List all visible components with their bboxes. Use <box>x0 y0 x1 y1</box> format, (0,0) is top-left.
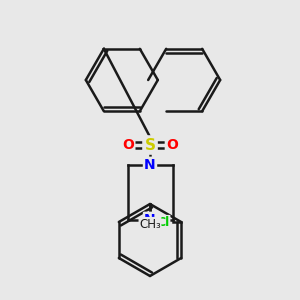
Text: O: O <box>122 138 134 152</box>
Text: O: O <box>166 138 178 152</box>
Text: Cl: Cl <box>157 215 170 229</box>
Text: N: N <box>144 213 156 227</box>
Text: CH₃: CH₃ <box>139 218 161 230</box>
Text: S: S <box>145 137 155 152</box>
Text: N: N <box>144 158 156 172</box>
